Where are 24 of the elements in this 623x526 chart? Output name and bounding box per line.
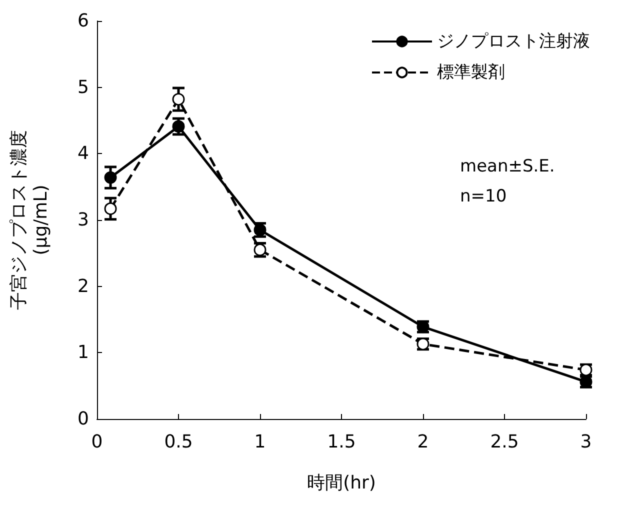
y-axis-title: 子宮ジノプロスト濃度 (μg/mL) xyxy=(8,130,52,310)
y-tick-label: 6 xyxy=(78,10,89,32)
x-tick-label: 0.5 xyxy=(164,432,193,452)
legend-label: ジノプロスト注射液 xyxy=(437,32,590,52)
x-tick-label: 0 xyxy=(91,432,103,452)
point xyxy=(104,171,117,184)
y-tick-label: 0 xyxy=(78,408,89,430)
point xyxy=(172,93,185,106)
y-tick-label: 3 xyxy=(78,210,89,230)
x-tick-label: 1 xyxy=(254,432,266,452)
legend-label: 標準製剤 xyxy=(437,62,505,82)
y-tick-label: 1 xyxy=(78,342,89,364)
y-tick-label: 2 xyxy=(78,276,89,297)
y-tick-label: 5 xyxy=(78,76,89,98)
y-tick-label: 4 xyxy=(78,143,89,164)
x-tick-label: 3 xyxy=(580,432,592,452)
x-tick-label: 2 xyxy=(417,432,429,452)
x-axis-title: 時間(hr) xyxy=(307,472,376,494)
annotation: n=10 xyxy=(460,186,507,206)
x-tick-label: 2.5 xyxy=(490,432,519,452)
point xyxy=(104,202,117,215)
annotation: mean±S.E. xyxy=(460,156,555,176)
x-tick-label: 1.5 xyxy=(327,432,356,452)
point xyxy=(172,120,185,133)
